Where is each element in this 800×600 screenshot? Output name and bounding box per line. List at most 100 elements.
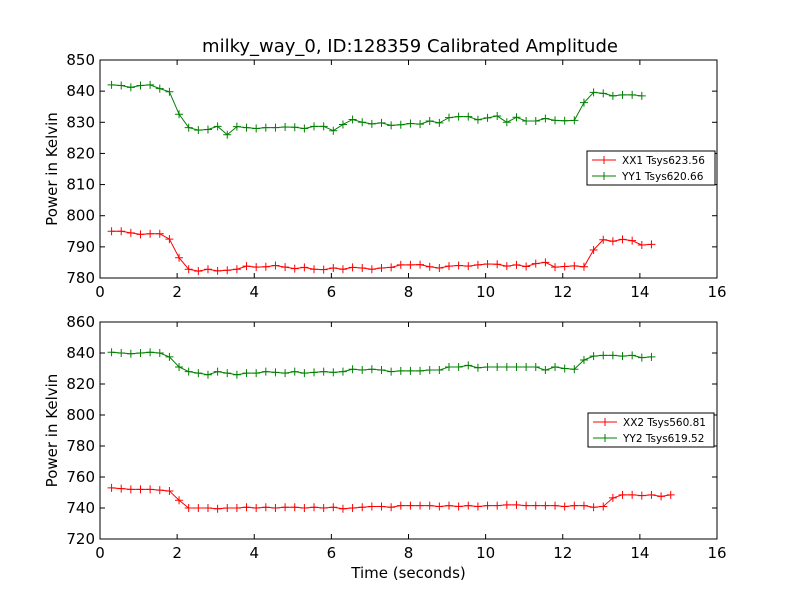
data-point-marker [589, 503, 598, 512]
data-point-marker [628, 90, 637, 99]
data-point-marker [117, 227, 126, 236]
data-point-marker [551, 263, 560, 272]
x-tick-label: 4 [249, 544, 259, 562]
data-point-marker [136, 230, 145, 239]
data-point-marker [126, 228, 135, 237]
legend: XX1 Tsys623.56 YY1 Tsys620.66 [586, 150, 716, 186]
data-point-marker [647, 240, 656, 249]
data-point-marker [165, 486, 174, 495]
data-point-marker [300, 263, 309, 272]
x-tick-label: 16 [707, 283, 726, 301]
data-point-marker [338, 120, 347, 129]
data-point-marker [155, 229, 164, 238]
legend-label: XX2 Tsys560.81 [623, 417, 706, 429]
data-point-marker [146, 229, 155, 238]
data-point-marker [464, 361, 473, 370]
data-point-marker [387, 367, 396, 376]
y-tick-label: 740 [66, 499, 95, 517]
data-point-marker [348, 115, 357, 124]
data-point-marker [493, 362, 502, 371]
x-axis-label: Time (seconds) [350, 564, 466, 582]
series-yy1 [107, 80, 646, 139]
data-point-marker [387, 121, 396, 130]
y-tick-label: 840 [66, 344, 95, 362]
data-point-marker [628, 490, 637, 499]
data-point-marker [570, 261, 579, 270]
chart-title: milky_way_0, ID:128359 Calibrated Amplit… [202, 36, 618, 57]
x-tick-label: 0 [95, 283, 105, 301]
data-point-marker [203, 504, 212, 512]
data-point-marker [261, 262, 270, 271]
legend-label: YY2 Tsys619.52 [622, 433, 704, 445]
data-point-marker [541, 501, 550, 510]
data-point-marker [502, 362, 511, 371]
data-point-marker [367, 365, 376, 374]
data-point-marker [232, 504, 241, 512]
data-point-marker [416, 260, 425, 269]
data-point-marker [406, 366, 415, 375]
data-point-marker [579, 501, 588, 510]
data-point-marker [435, 264, 444, 273]
data-point-marker [261, 123, 270, 132]
data-point-marker [165, 352, 174, 361]
data-point-marker [608, 351, 617, 360]
data-point-marker [194, 126, 203, 135]
data-point-marker [454, 261, 463, 270]
data-point-marker [281, 369, 290, 378]
x-tick-label: 2 [172, 544, 182, 562]
y-tick-label: 720 [66, 530, 95, 548]
data-point-marker [281, 263, 290, 272]
data-point-marker [175, 496, 184, 505]
data-point-marker [358, 503, 367, 512]
data-point-marker [579, 355, 588, 364]
data-point-marker [416, 120, 425, 129]
data-point-marker [666, 490, 675, 499]
data-point-marker [281, 122, 290, 131]
data-point-marker [454, 502, 463, 511]
series-xx2 [107, 483, 675, 513]
data-point-marker [107, 348, 116, 357]
data-point-marker [223, 369, 232, 378]
x-tick-label: 12 [553, 544, 572, 562]
data-point-marker [541, 366, 550, 375]
subplot-2: 0 2 4 6 8 10 12 14 16 720 740 760 780 800 820 840 860 Pow… [43, 313, 727, 582]
data-point-marker [319, 367, 328, 376]
data-point-marker [184, 367, 193, 376]
x-tick-label: 6 [327, 544, 337, 562]
data-point-marker [329, 264, 338, 273]
data-point-marker [608, 91, 617, 100]
data-point-marker [271, 368, 280, 377]
data-point-marker [541, 258, 550, 267]
data-point-marker [223, 130, 232, 139]
data-point-marker [348, 365, 357, 374]
data-point-marker [444, 362, 453, 371]
data-point-marker [512, 260, 521, 269]
data-point-marker [608, 493, 617, 502]
legend-marker [600, 156, 608, 164]
data-point-marker [618, 352, 627, 361]
data-point-marker [184, 265, 193, 274]
data-point-marker [637, 491, 646, 500]
data-point-marker [483, 259, 492, 268]
data-point-marker [329, 368, 338, 377]
data-point-marker [271, 261, 280, 270]
data-point-marker [579, 98, 588, 107]
data-point-marker [416, 501, 425, 510]
series-xx1 [107, 227, 656, 276]
data-point-marker [213, 504, 222, 513]
data-point-marker [599, 89, 608, 98]
y-tick-label: 780 [66, 269, 95, 287]
x-tick-label: 10 [476, 283, 495, 301]
data-point-marker [637, 240, 646, 249]
data-point-marker [329, 503, 338, 512]
data-point-marker [570, 116, 579, 125]
data-point-marker [647, 490, 656, 499]
data-point-marker [396, 120, 405, 129]
data-point-marker [599, 235, 608, 244]
subplot-1: 0 2 4 6 8 10 12 14 16780790800810820830840850Pow… [43, 51, 727, 301]
x-tick-label: 14 [630, 544, 649, 562]
data-point-marker [560, 502, 569, 511]
data-point-marker [454, 362, 463, 371]
data-point-marker [271, 504, 280, 512]
data-point-marker [589, 352, 598, 361]
